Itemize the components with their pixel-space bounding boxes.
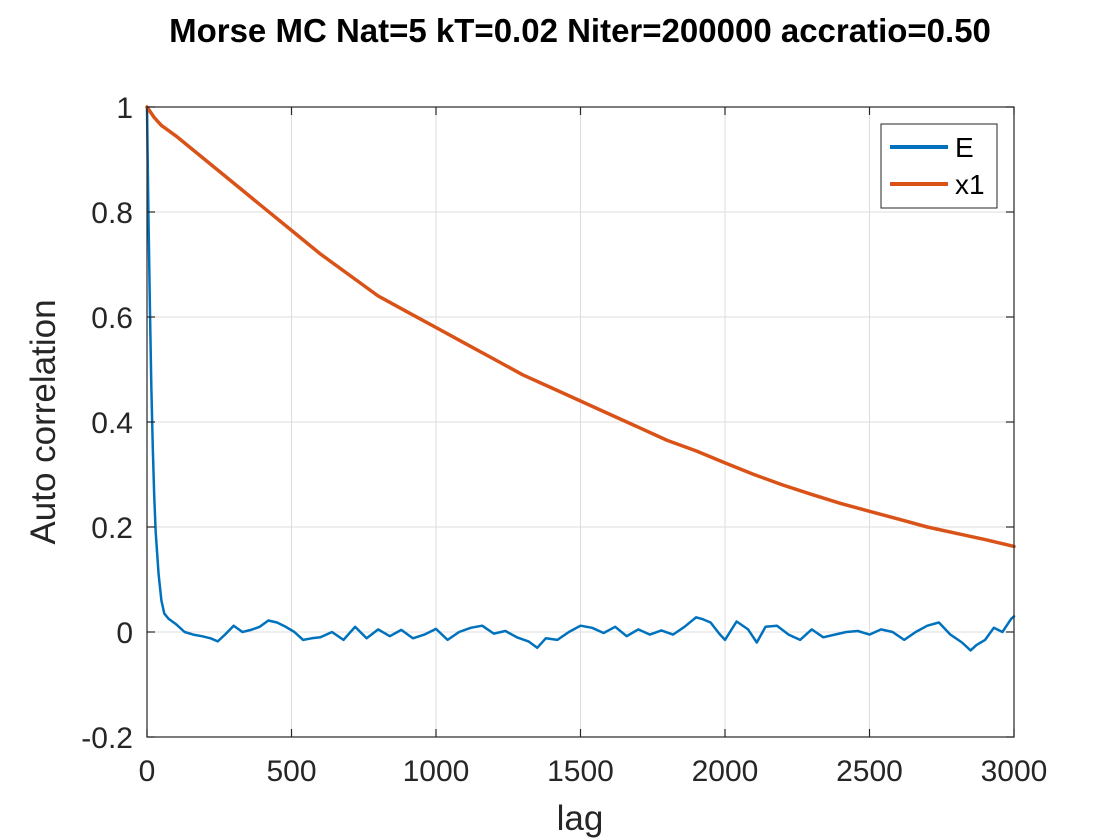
x-tick-label: 1000 xyxy=(403,755,470,788)
y-tick-label: 0.6 xyxy=(91,302,133,335)
y-tick-label: 0.2 xyxy=(91,512,133,545)
x-axis-label: lag xyxy=(557,799,604,838)
x-tick-label: 500 xyxy=(266,755,316,788)
x-tick-label: 3000 xyxy=(981,755,1048,788)
series-line-E xyxy=(145,105,1016,652)
y-axis-label: Auto correlation xyxy=(24,299,63,544)
y-tick-label: -0.2 xyxy=(81,722,133,755)
legend-label-x1: x1 xyxy=(955,169,985,200)
x-tick-label: 2000 xyxy=(692,755,759,788)
y-tick-label: 0 xyxy=(116,617,133,650)
legend-label-E: E xyxy=(955,132,974,163)
x-tick-label: 2500 xyxy=(836,755,903,788)
legend-box xyxy=(880,123,998,209)
legend: E x1 xyxy=(880,123,998,209)
ticks: 0 500 1000 1500 2000 2500 3000-0.200.20.40.60.… xyxy=(81,92,1047,788)
series-line-x1 xyxy=(145,105,1016,549)
y-tick-label: 0.4 xyxy=(91,407,133,440)
x-tick-label: 0 xyxy=(139,755,156,788)
x-tick-label: 1500 xyxy=(547,755,614,788)
chart-title: Morse MC Nat=5 kT=0.02 Niter=200000 accr… xyxy=(169,12,991,49)
y-tick-label: 1 xyxy=(116,92,133,125)
series-layer xyxy=(145,105,1016,652)
y-tick-label: 0.8 xyxy=(91,197,133,230)
